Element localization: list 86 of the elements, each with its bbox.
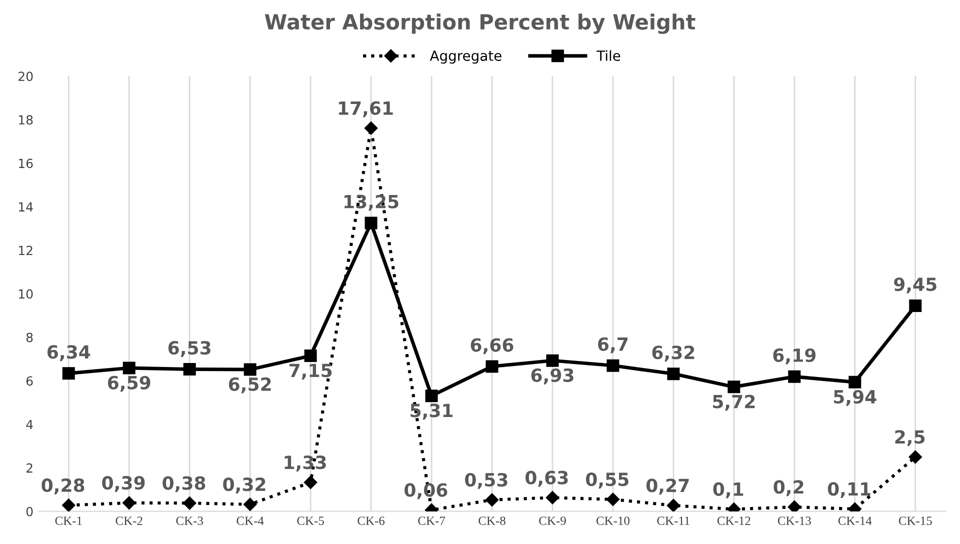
data-label: 5,94: [834, 390, 876, 406]
data-label: 7,15: [289, 364, 332, 380]
point: [425, 390, 438, 402]
data-label: 0,55: [586, 472, 628, 488]
y-tick-label: 10: [19, 289, 33, 299]
data-label: 0,39: [102, 476, 145, 492]
data-label: 0,28: [42, 478, 84, 494]
data-label: 6,52: [228, 377, 271, 394]
x-tick-label: CK-3: [176, 516, 203, 526]
data-label: 0,32: [223, 478, 266, 494]
y-tick-label: 2: [26, 463, 32, 473]
x-tick-label: CK-4: [236, 516, 264, 526]
point: [909, 299, 922, 312]
data-label: 0,38: [162, 476, 206, 492]
data-label: 6,7: [598, 337, 628, 354]
y-tick-label: 0: [26, 506, 33, 516]
point: [667, 368, 680, 380]
data-label: 0,11: [828, 482, 870, 498]
data-label: 2,5: [895, 430, 925, 446]
point: [666, 498, 680, 512]
point: [848, 376, 862, 388]
data-label: 5,31: [410, 404, 453, 420]
point: [244, 363, 256, 376]
point: [304, 476, 318, 490]
x-tick-label: CK-2: [116, 516, 142, 526]
point: [728, 380, 740, 394]
data-label: 6,59: [108, 376, 150, 392]
y-tick-label: 14: [19, 202, 33, 212]
point: [243, 498, 257, 511]
data-label: 9,45: [894, 277, 936, 294]
point: [62, 367, 75, 380]
data-label: 0,53: [465, 472, 508, 489]
legend-label: Tile: [596, 50, 620, 61]
y-tick-label: 18: [19, 115, 33, 125]
data-label: 6,32: [652, 346, 694, 362]
point: [364, 122, 378, 135]
point: [183, 363, 196, 376]
data-label: 6,53: [168, 341, 210, 357]
x-tick-label: CK-10: [596, 516, 630, 526]
data-label: 0,2: [774, 480, 804, 496]
data-label: 6,19: [773, 348, 816, 364]
y-tick-label: 12: [19, 246, 32, 255]
data-label: 0,63: [526, 470, 568, 487]
point: [364, 216, 378, 230]
y-tick-label: 16: [19, 158, 33, 168]
point: [62, 498, 76, 512]
point: [788, 370, 801, 383]
data-label: 6,93: [531, 368, 574, 384]
chart-title: Water Absorption Percent by Weight: [264, 14, 696, 34]
data-label: 6,66: [470, 338, 514, 354]
y-tick-label: 20: [18, 72, 33, 82]
x-tick-label: CK-7: [418, 516, 446, 526]
point: [304, 350, 317, 362]
data-label: 0,27: [646, 478, 689, 495]
x-tick-label: CK-15: [898, 516, 932, 526]
point: [546, 354, 559, 367]
x-tick-label: CK-11: [657, 516, 690, 526]
point: [606, 492, 620, 506]
data-label: 0,1: [713, 482, 744, 498]
y-tick-label: 4: [26, 420, 33, 430]
x-tick-label: CK-6: [358, 516, 385, 526]
point: [788, 500, 801, 512]
data-label: 1,33: [284, 456, 326, 472]
x-tick-label: CK-1: [55, 516, 82, 526]
data-label: 6,34: [47, 345, 90, 362]
data-label: 5,72: [713, 394, 755, 411]
x-tick-label: CK-13: [778, 516, 811, 526]
point: [908, 450, 922, 464]
data-label: 0,06: [404, 483, 448, 500]
point: [122, 362, 136, 374]
x-tick-label: CK-5: [297, 516, 324, 526]
x-tick-label: CK-8: [478, 516, 506, 526]
y-tick-label: 8: [26, 332, 33, 342]
point: [183, 496, 196, 510]
x-tick-label: CK-9: [539, 516, 566, 526]
y-tick-label: 6: [26, 376, 33, 386]
point: [485, 493, 499, 506]
data-label: 17,61: [338, 101, 393, 118]
point: [606, 359, 620, 372]
point: [546, 491, 560, 504]
point: [486, 360, 498, 373]
point: [122, 496, 136, 510]
x-tick-label: CK-12: [717, 516, 750, 526]
legend-label: Aggregate: [430, 50, 502, 64]
x-tick-label: CK-14: [838, 516, 872, 526]
data-label: 13,25: [344, 194, 398, 211]
